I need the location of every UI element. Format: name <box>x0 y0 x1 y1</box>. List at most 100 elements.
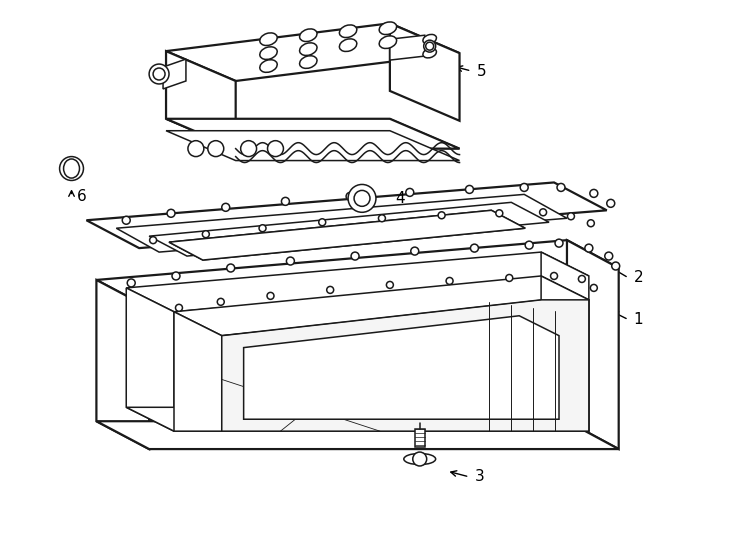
Circle shape <box>208 140 224 157</box>
Circle shape <box>539 209 547 216</box>
Polygon shape <box>415 429 425 447</box>
Ellipse shape <box>404 454 436 464</box>
Polygon shape <box>96 421 619 449</box>
Polygon shape <box>166 131 459 160</box>
Circle shape <box>259 225 266 232</box>
Polygon shape <box>149 202 549 256</box>
Circle shape <box>222 204 230 211</box>
Circle shape <box>281 198 289 205</box>
Polygon shape <box>166 119 459 148</box>
Circle shape <box>267 140 283 157</box>
Text: 1: 1 <box>633 312 643 327</box>
Polygon shape <box>126 252 589 312</box>
Circle shape <box>348 185 376 212</box>
Polygon shape <box>87 183 607 248</box>
Circle shape <box>351 252 359 260</box>
Ellipse shape <box>339 25 357 38</box>
Polygon shape <box>541 276 589 431</box>
Polygon shape <box>166 51 236 148</box>
Circle shape <box>203 231 209 238</box>
Circle shape <box>411 247 418 255</box>
Ellipse shape <box>260 33 277 45</box>
Circle shape <box>379 215 385 222</box>
Polygon shape <box>116 194 567 252</box>
Circle shape <box>465 185 473 193</box>
Circle shape <box>319 219 326 226</box>
Circle shape <box>241 140 257 157</box>
Circle shape <box>167 210 175 217</box>
Circle shape <box>354 191 370 206</box>
Circle shape <box>406 188 414 197</box>
Circle shape <box>386 281 393 288</box>
Circle shape <box>520 184 528 191</box>
Polygon shape <box>174 276 589 336</box>
Circle shape <box>175 305 183 311</box>
Ellipse shape <box>299 43 317 56</box>
Ellipse shape <box>260 47 277 59</box>
Text: 3: 3 <box>474 469 484 484</box>
Circle shape <box>327 286 334 293</box>
Polygon shape <box>174 312 222 431</box>
Polygon shape <box>222 300 589 431</box>
Circle shape <box>227 264 235 272</box>
Circle shape <box>605 252 613 260</box>
Polygon shape <box>244 316 559 419</box>
Polygon shape <box>163 59 186 89</box>
Circle shape <box>123 217 130 224</box>
Circle shape <box>578 275 586 282</box>
Polygon shape <box>126 407 589 431</box>
Ellipse shape <box>379 22 396 35</box>
Polygon shape <box>96 240 619 308</box>
Ellipse shape <box>299 29 317 42</box>
Circle shape <box>346 192 354 200</box>
Circle shape <box>413 452 426 466</box>
Text: 2: 2 <box>633 271 643 286</box>
Polygon shape <box>166 119 459 148</box>
Circle shape <box>446 278 453 285</box>
Circle shape <box>127 279 135 287</box>
Circle shape <box>587 220 595 227</box>
Polygon shape <box>541 252 589 431</box>
Polygon shape <box>567 240 619 449</box>
Circle shape <box>607 199 614 207</box>
Polygon shape <box>169 210 526 260</box>
Circle shape <box>426 42 434 50</box>
Ellipse shape <box>339 39 357 51</box>
Circle shape <box>153 68 165 80</box>
Circle shape <box>496 210 503 217</box>
Text: 6: 6 <box>76 189 87 204</box>
Circle shape <box>149 64 169 84</box>
Polygon shape <box>96 280 149 449</box>
Circle shape <box>217 299 225 305</box>
Circle shape <box>557 184 565 191</box>
Polygon shape <box>166 23 459 81</box>
Circle shape <box>590 190 597 198</box>
Text: 4: 4 <box>395 191 404 206</box>
Ellipse shape <box>260 60 277 72</box>
Circle shape <box>267 292 274 299</box>
Circle shape <box>567 213 575 220</box>
Circle shape <box>59 157 84 180</box>
Circle shape <box>470 244 479 252</box>
Circle shape <box>286 257 294 265</box>
Circle shape <box>555 239 563 247</box>
Circle shape <box>188 140 204 157</box>
Polygon shape <box>390 35 425 60</box>
Ellipse shape <box>423 49 437 58</box>
Ellipse shape <box>423 35 437 44</box>
Circle shape <box>172 272 180 280</box>
Circle shape <box>424 40 436 52</box>
Circle shape <box>150 237 156 244</box>
Circle shape <box>590 285 597 292</box>
Ellipse shape <box>64 159 79 178</box>
Circle shape <box>438 212 445 219</box>
Circle shape <box>506 274 513 281</box>
Polygon shape <box>126 288 174 431</box>
Polygon shape <box>169 210 526 260</box>
Text: 5: 5 <box>476 64 486 78</box>
Circle shape <box>526 241 533 249</box>
Circle shape <box>585 244 593 252</box>
Circle shape <box>550 273 558 280</box>
Circle shape <box>611 262 619 270</box>
Ellipse shape <box>299 56 317 69</box>
